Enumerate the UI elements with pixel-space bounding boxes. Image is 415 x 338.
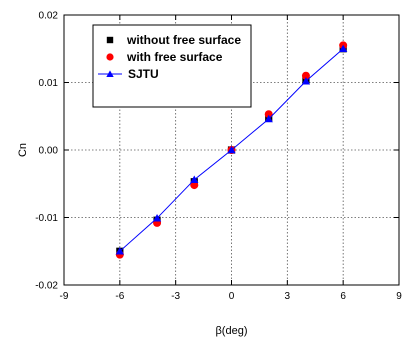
data-point-triangle (152, 214, 162, 222)
y-tick-label: -0.02 (35, 281, 58, 292)
y-tick-label: 0.02 (39, 11, 59, 22)
legend-label: without free surface (126, 33, 241, 47)
x-tick-label: 9 (396, 291, 402, 302)
data-point-triangle (190, 175, 199, 184)
data-point-circle (190, 181, 199, 190)
y-tick-label: 0.00 (39, 146, 59, 157)
data-point-triangle (227, 145, 236, 154)
x-tick-label: 3 (285, 291, 291, 302)
legend: without free surface with free surface SJT… (92, 24, 252, 108)
x-tick-label: 6 (340, 291, 346, 302)
legend-marker-square (106, 36, 114, 44)
legend-box (92, 24, 252, 108)
series-triangle (115, 44, 348, 255)
legend-label: with free surface (126, 50, 223, 64)
data-point-triangle (264, 114, 273, 123)
x-tick-label: 0 (229, 291, 235, 302)
grid-layer (64, 15, 399, 285)
data-point-triangle (339, 44, 348, 53)
y-tick-label: 0.01 (39, 78, 59, 89)
x-tick-label: -6 (115, 291, 124, 302)
data-point-triangle (115, 247, 124, 255)
legend-marker-circle (106, 53, 114, 61)
series-layer (115, 41, 348, 259)
data-point-triangle (301, 77, 311, 85)
legend-entries: without free surface with free surface SJT… (98, 33, 241, 81)
tick-layer: -9 -6 -3 0 3 6 9 -0.02 -0.01 0.00 0.01 0.02 (35, 11, 402, 303)
x-tick-label: -3 (171, 291, 180, 302)
legend-marker-triangle (106, 70, 114, 77)
y-axis-title: Cn (17, 143, 29, 157)
x-axis-title: β(deg) (215, 325, 247, 337)
data-point-circle (301, 71, 310, 80)
x-tick-label: -9 (60, 291, 69, 302)
y-tick-label: -0.01 (35, 213, 58, 224)
legend-label: SJTU (128, 67, 159, 81)
